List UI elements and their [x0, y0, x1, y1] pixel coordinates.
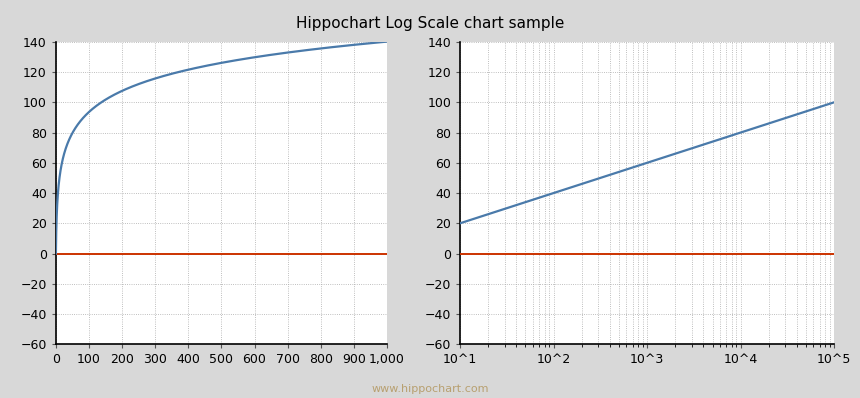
Text: www.hippochart.com: www.hippochart.com [372, 384, 488, 394]
Text: Hippochart Log Scale chart sample: Hippochart Log Scale chart sample [296, 16, 564, 31]
